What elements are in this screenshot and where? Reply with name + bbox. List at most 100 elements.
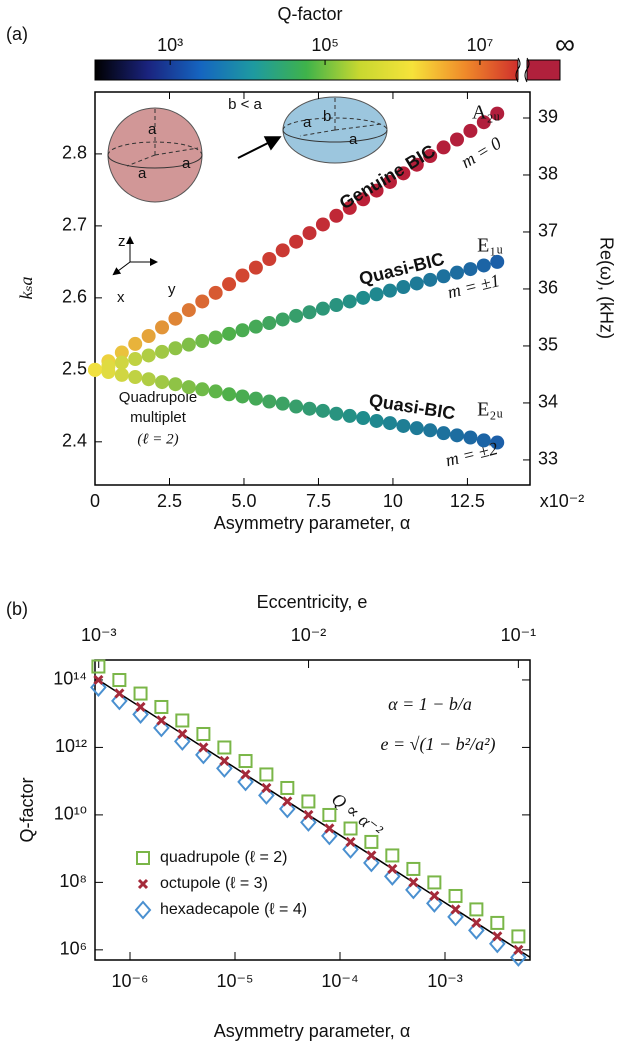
point xyxy=(235,268,250,283)
marker-cross xyxy=(177,728,188,739)
y-tick-label: 2.7 xyxy=(62,215,87,235)
point xyxy=(329,298,344,313)
marker-diamond xyxy=(321,826,338,846)
marker-diamond xyxy=(258,785,275,805)
point xyxy=(128,352,143,367)
top-tick-label: 10⁻¹ xyxy=(501,625,537,645)
point xyxy=(423,149,438,164)
inset-label: a xyxy=(349,131,358,148)
colorbar-tick-label: 10⁵ xyxy=(311,35,338,55)
sphere-radii xyxy=(126,108,199,167)
y-tick-label: 10¹² xyxy=(55,736,87,756)
point xyxy=(356,290,371,305)
point xyxy=(195,334,210,349)
spheroid-equator-back xyxy=(282,117,388,131)
point xyxy=(436,140,451,155)
series-label: m = 0 xyxy=(457,133,504,172)
marker-cross xyxy=(345,836,356,847)
point xyxy=(155,344,170,359)
inset-relation: b < a xyxy=(228,96,262,113)
point xyxy=(235,389,250,404)
point xyxy=(275,396,290,411)
marker-diamond xyxy=(405,880,422,900)
marker-cross xyxy=(198,742,209,753)
annotation: α = 1 − b/a xyxy=(388,694,472,714)
y-axis-label: Q-factor xyxy=(17,777,37,842)
marker-diamond xyxy=(426,893,443,913)
y-tick-label: 2.6 xyxy=(62,287,87,307)
marker-square xyxy=(448,888,463,903)
point xyxy=(141,372,156,387)
inset-label: a xyxy=(148,121,157,138)
point xyxy=(423,423,438,438)
marker-cross xyxy=(282,796,293,807)
marker-diamond xyxy=(174,731,191,751)
marker-diamond xyxy=(488,934,506,954)
point xyxy=(463,123,478,138)
point xyxy=(302,401,317,416)
y-tick-label: 10⁶ xyxy=(60,939,87,959)
marker-square xyxy=(112,673,127,688)
marker-square xyxy=(175,713,190,728)
point xyxy=(382,283,397,298)
marker-square xyxy=(91,659,106,674)
point xyxy=(315,403,330,418)
point xyxy=(275,243,290,258)
point xyxy=(128,370,143,385)
marker-diamond xyxy=(383,866,401,886)
colorbar-break xyxy=(515,57,530,83)
infinity-label: ∞ xyxy=(555,28,575,59)
point xyxy=(476,258,491,273)
marker-square xyxy=(196,726,211,741)
marker-cross xyxy=(303,809,314,820)
multiplet-label: Quadrupole xyxy=(119,389,197,406)
marker-square xyxy=(301,794,316,809)
marker-square xyxy=(259,767,274,782)
point xyxy=(329,406,344,421)
series-irrep: E₂ᵤ xyxy=(477,399,503,421)
marker-diamond xyxy=(447,907,464,927)
point xyxy=(275,312,290,327)
point xyxy=(302,305,317,320)
marker-diamond xyxy=(363,853,380,873)
annotation: e = √(1 − b²/a²) xyxy=(381,734,496,755)
y-tick-label: 10¹⁰ xyxy=(54,804,87,824)
y-tick-label: 10⁸ xyxy=(59,871,87,891)
legend-label: quadrupole (ℓ = 2) xyxy=(160,849,287,866)
series-irrep: A₂ᵤ xyxy=(472,102,500,124)
point xyxy=(436,269,451,284)
point xyxy=(450,428,465,443)
point xyxy=(396,418,411,433)
point xyxy=(396,166,411,181)
point xyxy=(114,355,129,370)
point xyxy=(181,380,196,395)
point xyxy=(208,330,223,345)
point xyxy=(490,254,505,269)
point xyxy=(88,362,102,377)
marker-cross xyxy=(93,674,104,686)
y2-tick-label: 37 xyxy=(538,221,558,241)
multiplet-label: multiplet xyxy=(130,409,187,426)
marker-square xyxy=(322,807,337,822)
marker-diamond xyxy=(300,812,317,832)
point xyxy=(315,217,330,232)
marker-diamond xyxy=(216,758,233,778)
colorbar-infinity xyxy=(526,59,561,81)
marker-square xyxy=(238,754,253,769)
point xyxy=(262,316,277,331)
marker-square xyxy=(427,875,442,890)
point xyxy=(208,384,223,399)
point xyxy=(128,336,143,351)
point xyxy=(490,435,505,450)
point xyxy=(342,408,357,423)
point xyxy=(356,192,371,207)
point xyxy=(181,337,196,352)
marker-cross xyxy=(387,863,398,874)
top-axis-label: Eccentricity, e xyxy=(257,592,368,612)
point xyxy=(450,132,465,147)
x-tick-label: 10⁻⁶ xyxy=(112,971,149,991)
point xyxy=(436,426,451,441)
inset-label: b xyxy=(323,108,331,125)
point xyxy=(101,364,116,379)
x-axis-label: Asymmetry parameter, α xyxy=(214,513,410,533)
